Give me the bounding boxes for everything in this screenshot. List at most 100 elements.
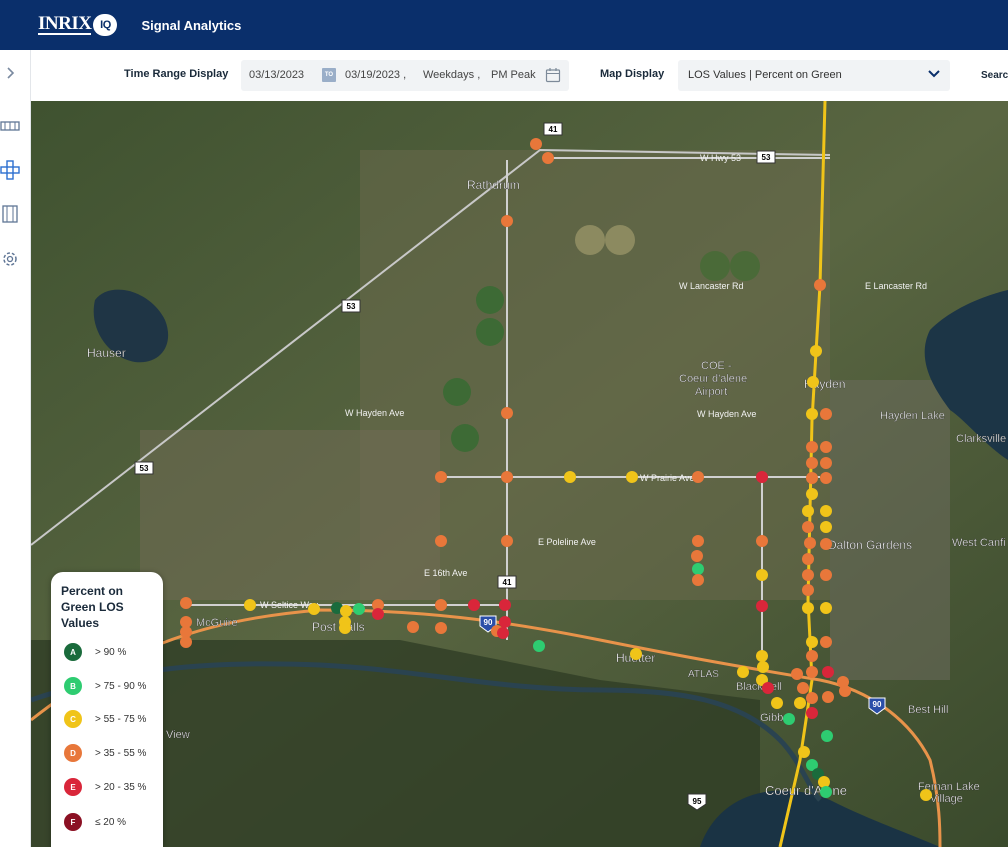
inrix-logo[interactable]: INRIX IQ (38, 14, 118, 36)
signal-marker-d[interactable] (501, 471, 513, 483)
signal-marker-d[interactable] (692, 535, 704, 547)
signal-marker-d[interactable] (530, 138, 542, 150)
corridor-icon[interactable] (0, 116, 20, 136)
signal-marker-e[interactable] (497, 627, 509, 639)
signal-marker-c[interactable] (802, 505, 814, 517)
signal-marker-d[interactable] (501, 535, 513, 547)
signal-marker-d[interactable] (791, 668, 803, 680)
signal-marker-d[interactable] (435, 471, 447, 483)
signal-marker-c[interactable] (806, 408, 818, 420)
signal-marker-e[interactable] (756, 471, 768, 483)
signal-marker-d[interactable] (806, 441, 818, 453)
signal-marker-d[interactable] (822, 691, 834, 703)
signal-marker-e[interactable] (806, 707, 818, 719)
signal-marker-d[interactable] (820, 538, 832, 550)
signal-marker-d[interactable] (820, 569, 832, 581)
signal-marker-d[interactable] (797, 682, 809, 694)
signal-marker-d[interactable] (692, 471, 704, 483)
signal-marker-c[interactable] (820, 602, 832, 614)
signal-marker-c[interactable] (626, 471, 638, 483)
timeline-icon[interactable] (0, 204, 20, 224)
signal-marker-d[interactable] (814, 279, 826, 291)
signal-marker-d[interactable] (804, 537, 816, 549)
signal-marker-d[interactable] (756, 535, 768, 547)
signal-marker-d[interactable] (802, 569, 814, 581)
signal-marker-c[interactable] (339, 622, 351, 634)
signal-marker-d[interactable] (372, 599, 384, 611)
signal-marker-c[interactable] (806, 488, 818, 500)
intersection-icon[interactable] (0, 160, 20, 180)
signal-marker-c[interactable] (807, 376, 819, 388)
chevron-down-icon[interactable] (928, 69, 940, 82)
signal-marker-d[interactable] (837, 676, 849, 688)
map-svg[interactable]: Rathdrum Hauser COE - Coeur d'alene Airp… (31, 101, 1008, 847)
signal-marker-c[interactable] (794, 697, 806, 709)
signal-marker-d[interactable] (501, 215, 513, 227)
signal-marker-d[interactable] (820, 408, 832, 420)
signal-marker-c[interactable] (806, 636, 818, 648)
signal-marker-d[interactable] (407, 621, 419, 633)
signal-marker-c[interactable] (756, 569, 768, 581)
signal-markers[interactable] (180, 138, 932, 801)
signal-marker-b[interactable] (806, 759, 818, 771)
signal-marker-d[interactable] (806, 666, 818, 678)
signal-marker-d[interactable] (180, 626, 192, 638)
signal-marker-b[interactable] (783, 713, 795, 725)
signal-marker-d[interactable] (820, 472, 832, 484)
signal-marker-d[interactable] (435, 599, 447, 611)
signal-marker-c[interactable] (798, 746, 810, 758)
signal-marker-c[interactable] (818, 776, 830, 788)
signal-marker-d[interactable] (806, 650, 818, 662)
signal-marker-d[interactable] (820, 441, 832, 453)
signal-marker-d[interactable] (501, 407, 513, 419)
signal-marker-b[interactable] (533, 640, 545, 652)
signal-marker-e[interactable] (756, 600, 768, 612)
signal-marker-b[interactable] (820, 786, 832, 798)
signal-marker-b[interactable] (353, 603, 365, 615)
signal-marker-d[interactable] (802, 553, 814, 565)
signal-marker-c[interactable] (308, 603, 320, 615)
search-label[interactable]: Search (981, 70, 1008, 81)
signal-marker-d[interactable] (806, 457, 818, 469)
signal-marker-c[interactable] (802, 602, 814, 614)
signal-marker-c[interactable] (920, 789, 932, 801)
signal-marker-d[interactable] (180, 616, 192, 628)
calendar-icon[interactable] (545, 67, 561, 86)
signal-marker-e[interactable] (762, 682, 774, 694)
signal-marker-d[interactable] (820, 636, 832, 648)
signal-marker-d[interactable] (802, 521, 814, 533)
signal-marker-d[interactable] (806, 472, 818, 484)
signal-marker-d[interactable] (839, 685, 851, 697)
signal-marker-c[interactable] (756, 650, 768, 662)
signal-marker-c[interactable] (757, 661, 769, 673)
signal-marker-e[interactable] (499, 616, 511, 628)
signal-marker-d[interactable] (542, 152, 554, 164)
signal-marker-c[interactable] (340, 605, 352, 617)
signal-marker-d[interactable] (692, 574, 704, 586)
signal-marker-d[interactable] (806, 692, 818, 704)
signal-marker-d[interactable] (435, 535, 447, 547)
signal-marker-b[interactable] (821, 730, 833, 742)
signal-marker-d[interactable] (802, 584, 814, 596)
signal-marker-c[interactable] (810, 345, 822, 357)
signal-marker-e[interactable] (822, 666, 834, 678)
signal-marker-e[interactable] (468, 599, 480, 611)
signal-marker-c[interactable] (737, 666, 749, 678)
signal-marker-d[interactable] (820, 457, 832, 469)
date-range-picker[interactable]: 03/13/2023 TO 03/19/2023 , Weekdays , PM… (241, 60, 569, 91)
signal-marker-c[interactable] (771, 697, 783, 709)
signal-marker-c[interactable] (820, 505, 832, 517)
signal-marker-e[interactable] (372, 608, 384, 620)
signal-marker-d[interactable] (435, 622, 447, 634)
map-view[interactable]: Rathdrum Hauser COE - Coeur d'alene Airp… (31, 101, 1008, 847)
gear-icon[interactable] (0, 249, 20, 269)
chevron-right-icon[interactable] (0, 63, 20, 83)
signal-marker-d[interactable] (180, 597, 192, 609)
signal-marker-c[interactable] (564, 471, 576, 483)
signal-marker-c[interactable] (244, 599, 256, 611)
signal-marker-c[interactable] (630, 648, 642, 660)
signal-marker-e[interactable] (499, 599, 511, 611)
map-display-select[interactable]: LOS Values | Percent on Green (678, 60, 950, 91)
signal-marker-b[interactable] (692, 563, 704, 575)
signal-marker-c[interactable] (820, 521, 832, 533)
